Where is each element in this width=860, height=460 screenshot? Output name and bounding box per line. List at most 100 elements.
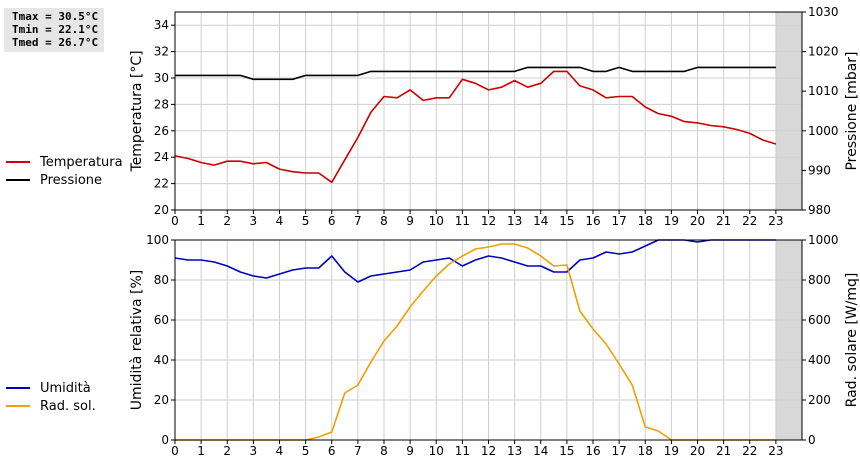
y-axis-label: Umidità relativa [%] xyxy=(129,270,145,411)
x-tick-label: 12 xyxy=(481,214,496,228)
y-tick-label: 24 xyxy=(154,150,169,164)
legend-swatch xyxy=(6,387,30,389)
y-tick-label: 0 xyxy=(161,433,169,447)
x-tick-label: 18 xyxy=(638,214,653,228)
x-tick-label: 23 xyxy=(768,444,783,458)
x-tick-label: 8 xyxy=(380,214,388,228)
y-tick-label: 34 xyxy=(154,18,169,32)
y-tick-label: 100 xyxy=(146,233,169,247)
legend-label: Umidità xyxy=(40,380,91,396)
legend-item-umidita: Umidità xyxy=(6,379,96,397)
legend-top: Temperatura Pressione xyxy=(6,153,123,189)
legend-swatch xyxy=(6,179,30,181)
legend-swatch xyxy=(6,405,30,407)
shaded-region xyxy=(775,12,802,210)
y2-tick-label: 1000 xyxy=(808,233,839,247)
x-tick-label: 10 xyxy=(429,444,444,458)
x-tick-label: 3 xyxy=(250,444,258,458)
y2-tick-label: 400 xyxy=(808,353,831,367)
y-tick-label: 32 xyxy=(154,45,169,59)
y-tick-label: 28 xyxy=(154,97,169,111)
x-tick-label: 7 xyxy=(354,214,362,228)
x-tick-label: 3 xyxy=(250,214,258,228)
shaded-region xyxy=(775,240,802,440)
chart-panel-2: 0 1 2 3 4 5 6 7 8 9 10 11 12 13 14 15 16 17 18 19 20 21 22 2302… xyxy=(129,233,860,458)
y-tick-label: 40 xyxy=(154,353,169,367)
legend-label: Rad. sol. xyxy=(40,398,96,414)
y-tick-label: 20 xyxy=(154,203,169,217)
x-tick-label: 23 xyxy=(768,214,783,228)
series-line-pressione xyxy=(175,66,776,81)
x-tick-label: 15 xyxy=(559,444,574,458)
x-tick-label: 11 xyxy=(455,214,470,228)
y2-tick-label: 600 xyxy=(808,313,831,327)
x-tick-label: 22 xyxy=(742,214,757,228)
y2-tick-label: 990 xyxy=(808,163,831,177)
x-tick-label: 19 xyxy=(664,214,679,228)
x-tick-label: 5 xyxy=(302,444,310,458)
x-tick-label: 2 xyxy=(223,214,231,228)
y2-tick-label: 980 xyxy=(808,203,831,217)
x-tick-label: 1 xyxy=(197,214,205,228)
y2-tick-label: 200 xyxy=(808,393,831,407)
x-tick-label: 6 xyxy=(328,444,336,458)
x-tick-label: 6 xyxy=(328,214,336,228)
x-tick-label: 18 xyxy=(638,444,653,458)
x-tick-label: 4 xyxy=(276,214,284,228)
x-tick-label: 17 xyxy=(611,444,626,458)
x-tick-label: 4 xyxy=(276,444,284,458)
y2-tick-label: 800 xyxy=(808,273,831,287)
y-tick-label: 20 xyxy=(154,393,169,407)
legend-item-temperatura: Temperatura xyxy=(6,153,123,171)
chart-panel-1: 0 1 2 3 4 5 6 7 8 9 10 11 12 13 14 15 16 17 18 19 20 21 22 2320… xyxy=(129,5,860,228)
x-tick-label: 9 xyxy=(406,444,414,458)
y-tick-label: 26 xyxy=(154,124,169,138)
x-tick-label: 0 xyxy=(171,214,179,228)
y2-axis-label: Rad. solare [W/mq] xyxy=(844,273,860,408)
x-tick-label: 13 xyxy=(507,444,522,458)
x-tick-label: 5 xyxy=(302,214,310,228)
y2-tick-label: 1020 xyxy=(808,45,839,59)
y-tick-label: 30 xyxy=(154,71,169,85)
x-tick-label: 10 xyxy=(429,214,444,228)
x-tick-label: 1 xyxy=(197,444,205,458)
legend-item-rad-sol: Rad. sol. xyxy=(6,397,96,415)
legend-label: Temperatura xyxy=(40,154,123,170)
legend-bottom: Umidità Rad. sol. xyxy=(6,379,96,415)
x-tick-label: 20 xyxy=(690,444,705,458)
y2-tick-label: 1010 xyxy=(808,84,839,98)
y2-tick-label: 1030 xyxy=(808,5,839,19)
x-tick-label: 15 xyxy=(559,214,574,228)
y2-tick-label: 0 xyxy=(808,433,816,447)
stats-box: Tmax = 30.5°C Tmin = 22.1°C Tmed = 26.7°… xyxy=(4,8,104,52)
x-tick-label: 16 xyxy=(585,444,600,458)
x-tick-label: 17 xyxy=(611,214,626,228)
y-tick-label: 80 xyxy=(154,273,169,287)
x-tick-label: 7 xyxy=(354,444,362,458)
legend-label: Pressione xyxy=(40,172,103,188)
legend-item-pressione: Pressione xyxy=(6,171,123,189)
x-tick-label: 16 xyxy=(585,214,600,228)
x-tick-label: 20 xyxy=(690,214,705,228)
x-tick-label: 11 xyxy=(455,444,470,458)
y-tick-label: 22 xyxy=(154,177,169,191)
x-tick-label: 12 xyxy=(481,444,496,458)
x-tick-label: 9 xyxy=(406,214,414,228)
legend-swatch xyxy=(6,161,30,163)
x-tick-label: 8 xyxy=(380,444,388,458)
y-tick-label: 60 xyxy=(154,313,169,327)
stat-tmin: Tmin = 22.1°C xyxy=(12,23,99,36)
y-axis-label: Temperatura [°C] xyxy=(129,50,145,172)
series-line-temperatura xyxy=(174,70,777,184)
x-tick-label: 21 xyxy=(716,214,731,228)
x-tick-label: 2 xyxy=(223,444,231,458)
x-tick-label: 19 xyxy=(664,444,679,458)
x-tick-label: 0 xyxy=(171,444,179,458)
y2-axis-label: Pressione [mbar] xyxy=(844,51,860,170)
x-tick-label: 22 xyxy=(742,444,757,458)
y2-tick-label: 1000 xyxy=(808,124,839,138)
stat-tmax: Tmax = 30.5°C xyxy=(12,10,99,23)
stat-tmed: Tmed = 26.7°C xyxy=(12,36,99,49)
x-tick-label: 13 xyxy=(507,214,522,228)
